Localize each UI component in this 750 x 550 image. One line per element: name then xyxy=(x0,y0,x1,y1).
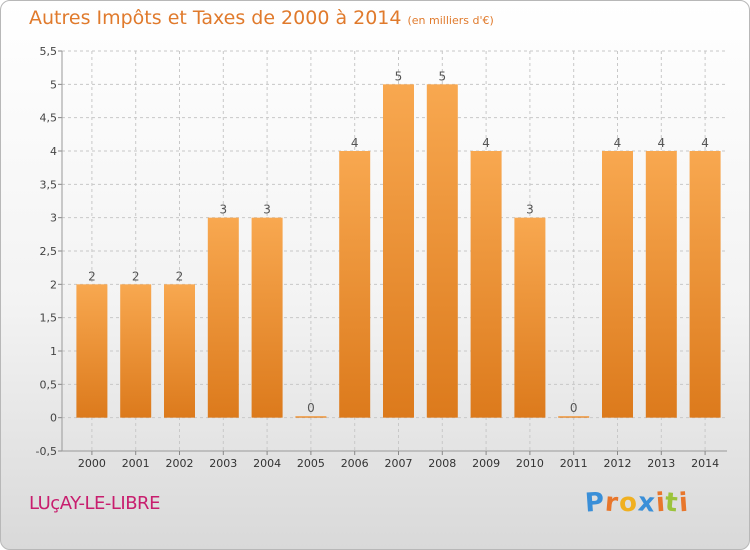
y-tick-label: 3,5 xyxy=(40,178,58,191)
bar xyxy=(164,284,195,418)
bar xyxy=(558,416,590,418)
bar xyxy=(339,151,371,418)
data-label: 0 xyxy=(307,401,315,415)
bar xyxy=(383,84,414,418)
data-label: 3 xyxy=(219,203,227,217)
y-tick-label: 0 xyxy=(50,412,57,425)
data-label: 4 xyxy=(614,136,622,150)
data-label: 4 xyxy=(482,136,490,150)
logo-letter: o xyxy=(617,487,639,519)
y-tick-label: 5 xyxy=(50,78,57,91)
x-tick-label: 2005 xyxy=(297,457,325,470)
bar xyxy=(120,284,152,418)
x-tick-label: 2006 xyxy=(341,457,369,470)
bar xyxy=(470,151,502,418)
data-label: 2 xyxy=(132,269,140,283)
y-tick-label: 4,5 xyxy=(40,112,58,125)
bar xyxy=(645,151,677,418)
data-label: 0 xyxy=(570,401,578,415)
x-tick-label: 2013 xyxy=(647,457,675,470)
logo-letter: x xyxy=(636,487,657,519)
x-tick-label: 2012 xyxy=(604,457,632,470)
x-tick-label: 2010 xyxy=(516,457,544,470)
bar xyxy=(251,217,283,418)
bar xyxy=(207,217,239,418)
bar xyxy=(76,284,108,418)
location-name: LUçAY-LE-LIBRE xyxy=(29,493,160,514)
data-label: 3 xyxy=(526,203,534,217)
y-tick-label: 2 xyxy=(50,278,57,291)
x-tick-label: 2007 xyxy=(385,457,413,470)
chart-title: Autres Impôts et Taxes de 2000 à 2014 (en… xyxy=(29,7,494,29)
data-label: 2 xyxy=(176,269,184,283)
data-label: 2 xyxy=(88,269,96,283)
x-tick-label: 2011 xyxy=(560,457,588,470)
x-tick-label: 2004 xyxy=(253,457,281,470)
data-label: 4 xyxy=(657,136,665,150)
x-tick-label: 2000 xyxy=(78,457,106,470)
y-tick-label: 2,5 xyxy=(40,245,58,258)
y-tick-label: 4 xyxy=(50,145,57,158)
y-tick-label: -0,5 xyxy=(36,445,57,458)
unit-label: (en milliers d'€) xyxy=(407,14,494,27)
x-tick-label: 2002 xyxy=(166,457,194,470)
data-label: 5 xyxy=(395,69,403,83)
x-tick-label: 2003 xyxy=(209,457,237,470)
data-label: 5 xyxy=(438,69,446,83)
bar xyxy=(426,84,458,418)
proxiti-logo: Proxiti xyxy=(583,487,690,519)
logo-letter: i xyxy=(677,487,690,519)
y-tick-label: 5,5 xyxy=(40,45,58,58)
bar xyxy=(514,217,546,418)
bar xyxy=(689,151,721,418)
data-label: 4 xyxy=(701,136,709,150)
bars xyxy=(76,84,721,418)
data-label: 3 xyxy=(263,203,271,217)
x-tick-label: 2001 xyxy=(122,457,150,470)
y-tick-label: 3 xyxy=(50,212,57,225)
y-tick-label: 1,5 xyxy=(40,312,58,325)
x-tick-label: 2008 xyxy=(428,457,456,470)
data-label: 4 xyxy=(351,136,359,150)
bar xyxy=(602,151,633,418)
x-tick-label: 2009 xyxy=(472,457,500,470)
bar xyxy=(295,416,327,418)
data-labels: 2 2 2 3 3 0 4 5 5 4 3 0 4 4 4 xyxy=(88,69,709,415)
y-tick-label: 0,5 xyxy=(40,378,58,391)
x-tick-label: 2014 xyxy=(691,457,719,470)
logo-letter: P xyxy=(583,487,607,519)
y-tick-label: 1 xyxy=(50,345,57,358)
title-text: Autres Impôts et Taxes de 2000 à 2014 xyxy=(29,7,402,29)
